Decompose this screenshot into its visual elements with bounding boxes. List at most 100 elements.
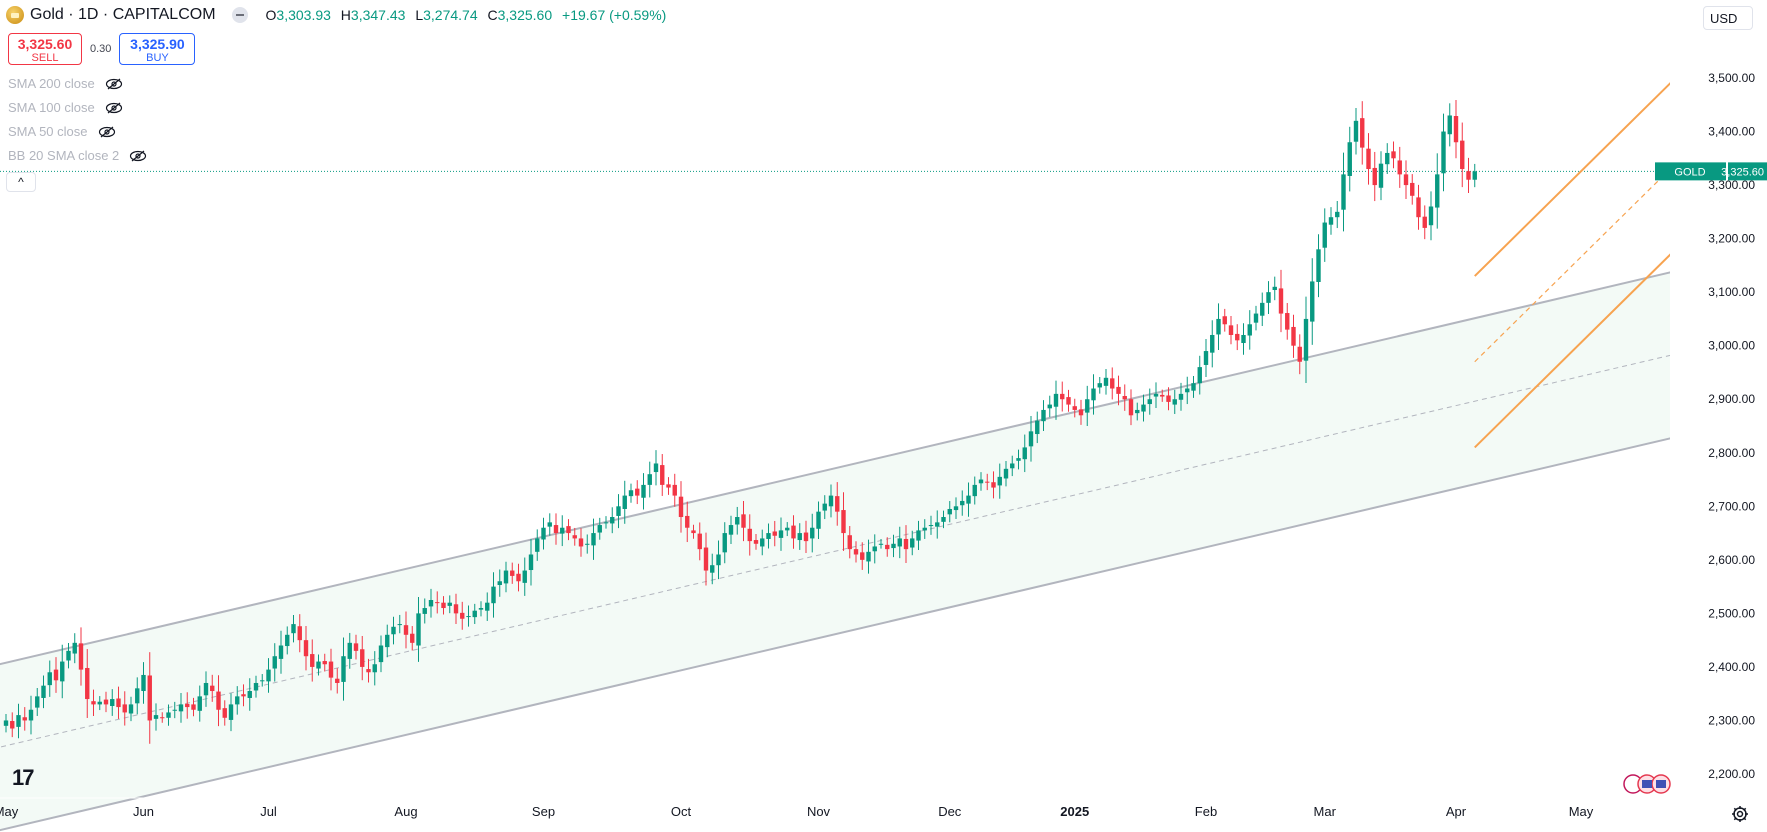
candle (72, 633, 77, 664)
candle (310, 639, 315, 682)
candle (1091, 374, 1096, 415)
candle (741, 500, 746, 542)
candle (897, 526, 902, 559)
buy-button[interactable]: 3,325.90 BUY (119, 33, 196, 65)
candle (16, 703, 21, 739)
candle (853, 541, 859, 563)
candle (1328, 207, 1334, 235)
candle-body (1185, 388, 1190, 393)
candle (953, 497, 959, 519)
candle (341, 637, 346, 701)
tradingview-logo[interactable]: 17 (12, 765, 35, 791)
sell-button[interactable]: 3,325.60 SELL (8, 33, 82, 65)
candle-body (666, 484, 671, 488)
candle-body (1385, 152, 1390, 165)
candle (1378, 151, 1384, 201)
candle-body (85, 667, 90, 700)
candle-body (403, 625, 409, 635)
candle-body (672, 484, 677, 496)
candle-body (1235, 333, 1240, 341)
candle-body (478, 608, 484, 610)
hidden-eye-icon[interactable] (105, 102, 123, 114)
candle-body (1322, 222, 1327, 248)
candle (797, 523, 802, 550)
candle (116, 686, 121, 719)
candle (1410, 174, 1415, 205)
candle-body (266, 669, 271, 682)
candle-body (735, 517, 740, 525)
candle (972, 476, 977, 505)
candle (1035, 411, 1040, 444)
candle (1216, 303, 1221, 350)
candle-body (328, 661, 334, 678)
candle (666, 477, 671, 495)
candle-body (897, 538, 902, 547)
candle (1041, 400, 1046, 431)
indicator-sma-100[interactable]: SMA 100 close (8, 100, 123, 115)
candle (360, 635, 365, 681)
symbol-title[interactable]: Gold · 1D · CAPITALCOM (30, 6, 216, 23)
candle-body (391, 626, 396, 635)
candle-body (1297, 346, 1302, 362)
candle-body (197, 696, 202, 711)
candle (1085, 385, 1090, 426)
candle-body (847, 535, 852, 550)
currency-select[interactable]: USD (1703, 6, 1753, 30)
candle-body (241, 694, 246, 697)
candle (1453, 100, 1459, 159)
candle-body (28, 709, 34, 721)
indicator-sma-200[interactable]: SMA 200 close (8, 76, 123, 91)
candle (272, 643, 277, 682)
last-price-tag: GOLD 3,325.60 (1655, 162, 1767, 181)
candle-body (697, 533, 702, 550)
candle-body (466, 616, 471, 618)
candle-body (1166, 395, 1171, 402)
events-flags-icon[interactable] (1622, 773, 1672, 795)
candle-body (47, 672, 52, 686)
candle-body (1428, 206, 1434, 226)
hidden-eye-icon[interactable] (98, 126, 116, 138)
candle-body (1453, 116, 1459, 143)
candle-body (766, 533, 771, 539)
candle-body (122, 704, 127, 713)
spread-value: 0.30 (90, 43, 112, 55)
time-tick-label: Sep (532, 804, 555, 819)
candle-body (953, 506, 959, 511)
candle (1266, 281, 1271, 314)
indicator-bb-20[interactable]: BB 20 SMA close 2 (8, 148, 147, 163)
candle (41, 675, 46, 709)
settings-gear-icon[interactable] (1731, 805, 1749, 823)
time-tick-label: Apr (1446, 804, 1467, 819)
high-label: H (340, 7, 351, 23)
candle (422, 598, 427, 624)
candle-body (603, 522, 609, 524)
candle-body (978, 479, 984, 484)
candle (447, 595, 452, 614)
candle (866, 539, 871, 574)
buy-price: 3,325.90 (130, 36, 185, 52)
candle-body (1416, 197, 1421, 218)
candle-body (753, 540, 759, 544)
indicator-sma-50[interactable]: SMA 50 close (8, 124, 116, 139)
candle (766, 523, 771, 549)
candle (1397, 146, 1402, 188)
hidden-eye-icon[interactable] (129, 150, 147, 162)
hidden-eye-icon[interactable] (105, 78, 123, 90)
candle-body (247, 691, 252, 698)
candle (747, 514, 752, 556)
collapse-legend-button[interactable] (231, 7, 248, 23)
candle (210, 674, 215, 702)
candle-body (641, 484, 646, 498)
expand-indicators-button[interactable]: ^ (6, 172, 36, 192)
candle-body (435, 602, 440, 604)
candle (85, 649, 90, 718)
candle (628, 483, 634, 503)
candle (941, 510, 946, 529)
last-price-value: 3,325.60 (1721, 166, 1764, 178)
candle (1403, 160, 1409, 200)
candle (247, 678, 252, 711)
candle (460, 601, 465, 630)
candle (1185, 376, 1190, 405)
candle (1110, 367, 1115, 400)
